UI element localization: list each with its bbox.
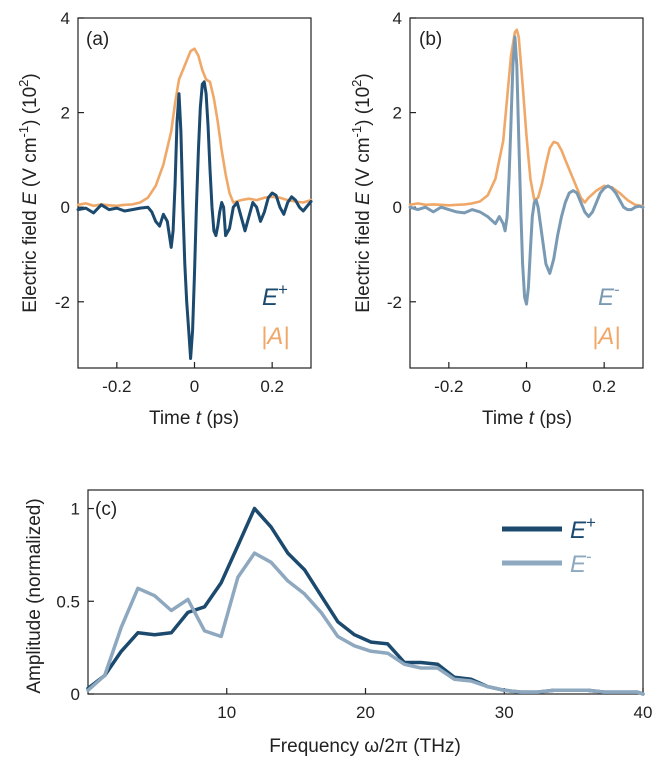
y-tick-label: 2	[393, 104, 402, 123]
series-line-b-1	[408, 28, 645, 208]
y-tick-label: -2	[387, 293, 402, 312]
plot-frame-c	[87, 489, 644, 695]
x-axis-label-c: Frequency ω/2π (THz)	[269, 736, 461, 757]
panel-a: -0.2 0 0.2 -2 0 2 4 (a) E+ |A| Time t (ps) Ele…	[16, 9, 313, 429]
y-tick-label: 0	[71, 685, 80, 704]
series-line-c-0	[86, 506, 645, 696]
y-tick-label: 1	[71, 500, 80, 519]
panel-b: -0.2 0 0.2 -2 0 2 4 (b) E- |A| Time t (ps) Ele…	[349, 9, 645, 429]
legend-abs-a: |A|	[261, 323, 289, 350]
panel-label-b: (b)	[419, 29, 442, 50]
panel-c: 10 20 30 40 0 0.5 1 (c) E+ E- Frequency ω/2π (…	[24, 489, 652, 757]
y-axis-label-b: Electric field E (V cm-1) (102)	[349, 73, 374, 312]
y-axis-label-c: Amplitude (normalized)	[24, 498, 45, 693]
x-tick-label: 0.2	[260, 377, 284, 396]
x-axis-label-a: Time t (ps)	[149, 408, 239, 429]
x-tick-label: -0.2	[434, 377, 463, 396]
ticks-c: 10 20 30 40 0 0.5 1	[56, 500, 652, 722]
y-tick-label: 0	[393, 198, 402, 217]
ticks-b: -0.2 0 0.2 -2 0 2 4	[387, 9, 616, 396]
series-a	[76, 47, 313, 360]
y-tick-label: 4	[61, 9, 70, 28]
legend-eplus-a: E+	[262, 280, 288, 311]
series-line-a-0	[76, 80, 313, 360]
x-tick-label: 0	[522, 377, 531, 396]
y-axis-label-a: Electric field E (V cm-1) (102)	[16, 73, 41, 312]
series-line-b-0	[408, 35, 645, 306]
x-tick-label: 10	[217, 703, 236, 722]
x-tick-label: 20	[356, 703, 375, 722]
series-b	[408, 28, 645, 306]
series-line-a-1	[76, 47, 313, 208]
y-tick-label: 0	[61, 198, 70, 217]
legend-eminus-b: E-	[598, 280, 620, 311]
y-tick-label: 4	[393, 9, 402, 28]
x-tick-label: 30	[495, 703, 514, 722]
x-tick-label: 40	[634, 703, 653, 722]
plot-frame-b	[409, 17, 644, 369]
panel-label-a: (a)	[86, 29, 109, 50]
y-tick-label: -2	[55, 293, 70, 312]
series-c	[86, 506, 645, 696]
x-tick-label: -0.2	[102, 377, 131, 396]
x-tick-label: 0	[190, 377, 199, 396]
y-tick-label: 2	[61, 104, 70, 123]
x-axis-label-b: Time t (ps)	[482, 408, 572, 429]
legend-abs-b: |A|	[592, 323, 620, 350]
x-tick-label: 0.2	[592, 377, 616, 396]
legend-eminus-c: E-	[570, 547, 592, 578]
y-tick-label: 0.5	[56, 592, 80, 611]
legend-eplus-c: E+	[570, 513, 596, 544]
series-line-c-1	[86, 551, 645, 696]
panel-label-c: (c)	[95, 499, 117, 520]
ticks-a: -0.2 0 0.2 -2 0 2 4	[55, 9, 284, 396]
